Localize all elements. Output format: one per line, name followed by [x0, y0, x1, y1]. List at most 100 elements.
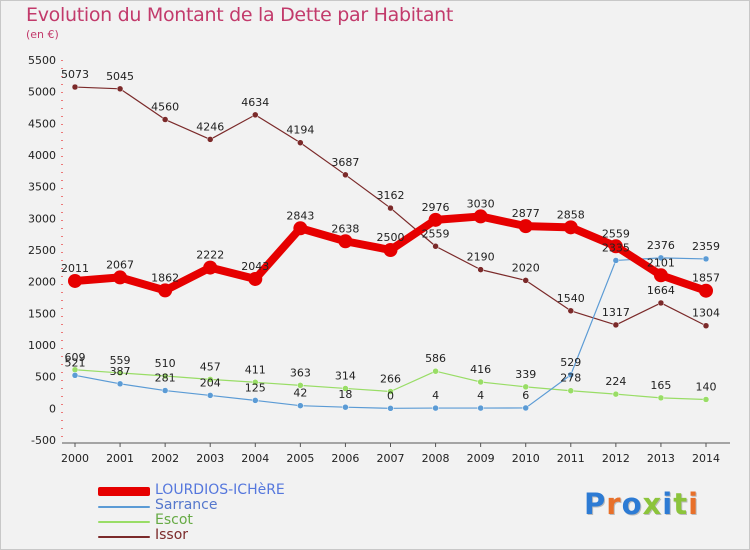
legend-label: Issor [155, 527, 189, 543]
data-point [657, 254, 665, 262]
data-point [608, 239, 623, 254]
x-tick-label: 2012 [602, 452, 630, 465]
data-point [248, 271, 263, 286]
data-point [387, 204, 394, 212]
y-tick-label: 5500 [28, 54, 56, 67]
data-label: 586 [425, 352, 446, 365]
legend-entry: LOURDIOS-ICHèRE [98, 483, 338, 499]
logo-letter: r [606, 487, 622, 521]
y-tick-label: -500 [31, 434, 56, 447]
x-tick-label: 2009 [467, 452, 495, 465]
x-tick-label: 2000 [61, 452, 89, 465]
data-point [702, 255, 710, 263]
data-point [699, 283, 713, 298]
data-point [116, 85, 124, 93]
data-point [342, 171, 349, 179]
logo-letter: P [584, 487, 607, 521]
logo-letter: x [642, 487, 663, 521]
data-label: 510 [155, 357, 176, 370]
data-point [206, 136, 214, 143]
data-label: 1540 [557, 292, 585, 305]
data-label: 0 [387, 389, 394, 402]
data-label: 4560 [151, 101, 179, 114]
logo-letter: i [688, 487, 700, 521]
data-label: 281 [155, 372, 176, 385]
data-label: 2638 [331, 222, 359, 235]
data-label: 2500 [377, 231, 405, 244]
data-point [206, 392, 214, 399]
legend-entry: Issor [98, 527, 338, 544]
x-tick-label: 2004 [241, 452, 269, 465]
data-label: 457 [200, 360, 221, 373]
data-point [158, 283, 173, 298]
data-label: 2101 [647, 256, 675, 269]
y-tick-label: 4500 [28, 117, 56, 130]
data-label: 125 [245, 381, 266, 394]
data-label: 2222 [196, 249, 224, 262]
data-label: 2877 [512, 207, 540, 220]
data-point [657, 299, 665, 307]
y-tick-label: 1500 [28, 307, 56, 320]
x-tick-label: 2006 [331, 452, 359, 465]
data-point [653, 268, 668, 283]
data-point [338, 234, 353, 249]
data-label: 278 [560, 372, 581, 385]
y-tick-label: 500 [35, 371, 56, 384]
data-label: 521 [65, 356, 86, 369]
legend-entry: Sarrance [98, 498, 338, 514]
data-point [432, 404, 439, 412]
data-label: 4 [432, 389, 439, 402]
data-label: 4246 [196, 120, 224, 133]
data-label: 18 [338, 388, 352, 401]
data-label: 1857 [692, 272, 720, 285]
data-point [71, 83, 79, 91]
data-point [702, 322, 710, 329]
legend-swatch [98, 520, 150, 523]
x-tick-label: 2008 [422, 452, 450, 465]
data-label: 3162 [377, 189, 405, 202]
data-point [161, 387, 169, 394]
data-point [563, 220, 578, 235]
data-label: 3030 [467, 197, 495, 210]
data-label: 2559 [602, 227, 630, 240]
data-point [203, 260, 218, 275]
data-label: 609 [65, 351, 86, 364]
data-label: 6 [522, 389, 529, 402]
data-label: 2359 [692, 240, 720, 253]
data-label: 2043 [241, 260, 269, 273]
data-label: 5073 [61, 68, 89, 81]
data-label: 3687 [331, 156, 359, 169]
data-point [387, 405, 394, 412]
data-point [161, 116, 169, 123]
x-tick-label: 2014 [692, 452, 720, 465]
x-tick-label: 2001 [106, 452, 134, 465]
legend-swatch [98, 505, 150, 508]
data-label: 416 [470, 363, 491, 376]
data-label: 5045 [106, 70, 134, 83]
y-tick-label: 5000 [28, 86, 56, 99]
data-point [612, 390, 620, 398]
data-point [522, 404, 529, 412]
data-point [477, 404, 484, 412]
data-point [252, 111, 259, 119]
chart-title: Evolution du Montant de la Dette par Hab… [26, 4, 454, 26]
legend-entry: Escot [98, 513, 338, 529]
data-point [252, 379, 259, 386]
data-label: 4634 [241, 96, 269, 109]
data-label: 165 [650, 379, 671, 392]
data-label: 363 [290, 366, 311, 379]
data-point [161, 372, 169, 380]
x-tick-label: 2013 [647, 452, 675, 465]
data-label: 1862 [151, 271, 179, 284]
data-point [113, 270, 128, 285]
proxiti-logo: Proxiti [584, 487, 699, 521]
data-point [432, 367, 439, 375]
data-label: 2559 [422, 227, 450, 240]
data-label: 266 [380, 372, 401, 385]
data-label: 2190 [467, 251, 495, 264]
data-label: 387 [110, 365, 131, 378]
data-label: 2843 [286, 209, 314, 222]
data-label: 339 [515, 368, 536, 381]
data-label: 42 [293, 387, 307, 400]
data-point [342, 385, 349, 392]
